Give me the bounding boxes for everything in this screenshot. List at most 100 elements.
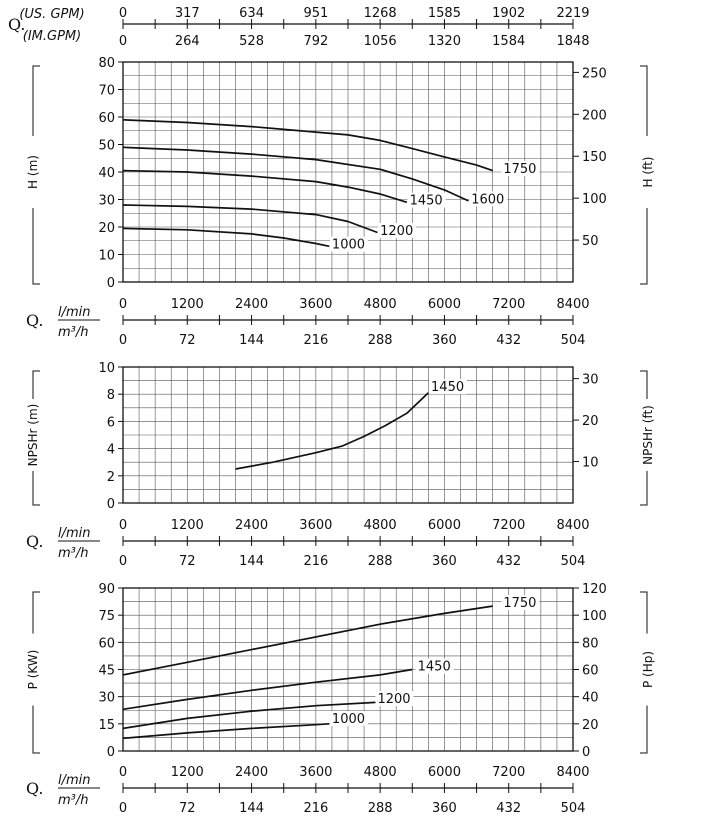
m3h-tick: 432 (496, 554, 521, 569)
y-tick-label: 60 (98, 111, 115, 126)
m3h-unit: m³/h (58, 546, 89, 561)
right-label-bg (640, 399, 654, 471)
curve-label-1000: 1000 (332, 712, 365, 727)
m3h-tick: 504 (561, 333, 586, 348)
lmin-tick: 0 (119, 765, 127, 780)
m3h-tick: 432 (496, 801, 521, 816)
curve-label-bg (469, 191, 508, 207)
curve-label-1750: 1750 (503, 162, 536, 177)
lmin-tick: 8400 (556, 518, 589, 533)
curve-1450 (235, 392, 429, 470)
lmin-unit: l/min (58, 305, 91, 320)
plot-frame (122, 366, 574, 504)
right-y-tick-label: 0 (582, 745, 590, 760)
y-tick-label: 75 (98, 609, 115, 624)
top-q-axis: Q. (US. GPM) (IM.GPM) 0 317 634 951 1268 1585… (8, 6, 590, 49)
m3h-tick: 216 (303, 801, 328, 816)
curve-label-bg (415, 658, 454, 674)
y-tick-label: 2 (107, 470, 115, 485)
right-y-axis-label: NPSHr (ft) (641, 405, 655, 465)
lmin-tick: 2400 (235, 765, 268, 780)
m3h-tick: 144 (239, 801, 264, 816)
curve-label-bg (329, 711, 368, 727)
lmin-tick: 6000 (428, 297, 461, 312)
y-tick-label: 70 (98, 84, 115, 99)
us-gpm-tick: 1585 (428, 6, 461, 21)
left-label-bg (26, 136, 40, 208)
lmin-tick: 7200 (492, 518, 525, 533)
right-y-tick-label: 100 (582, 609, 607, 624)
y-tick-label: 20 (98, 221, 115, 236)
y-axis-label: P (KW) (26, 650, 40, 690)
curve-label-bg (329, 236, 368, 252)
right-y-tick-label: 60 (582, 664, 599, 679)
right-y-tick-label: 20 (582, 718, 599, 733)
curve-1450 (122, 169, 408, 204)
m3h-tick: 72 (179, 801, 196, 816)
m3h-tick: 504 (561, 801, 586, 816)
right-y-tick-label: 200 (582, 108, 607, 123)
lmin-tick: 0 (119, 518, 127, 533)
us-gpm-tick: 317 (175, 6, 200, 21)
top-q-label: Q. (8, 15, 25, 34)
y-axis-label: H (m) (26, 155, 40, 189)
us-gpm-tick: 2219 (556, 6, 589, 21)
y-tick-label: 50 (98, 139, 115, 154)
im-gpm-tick: 528 (239, 34, 264, 49)
lmin-tick: 2400 (235, 518, 268, 533)
lmin-tick: 1200 (171, 765, 204, 780)
m3h-tick: 360 (432, 333, 457, 348)
y-tick-label: 4 (107, 443, 115, 458)
flow-q-label: Q. (26, 311, 43, 330)
lmin-tick: 2400 (235, 297, 268, 312)
right-y-tick-label: 30 (582, 373, 599, 388)
y-tick-label: 80 (98, 56, 115, 71)
im-gpm-tick: 1584 (492, 34, 525, 49)
flow-q-label: Q. (26, 779, 43, 798)
right-label-bg (640, 136, 654, 208)
curve-label-bg (375, 691, 414, 707)
right-y-tick-label: 20 (582, 414, 599, 429)
m3h-tick: 216 (303, 554, 328, 569)
y-tick-label: 8 (107, 388, 115, 403)
lmin-tick: 7200 (492, 297, 525, 312)
curve-1200 (122, 701, 381, 730)
m3h-tick: 0 (119, 333, 127, 348)
m3h-tick: 432 (496, 333, 521, 348)
m3h-tick: 72 (179, 554, 196, 569)
m3h-unit: m³/h (58, 325, 89, 340)
im-gpm-tick: 1056 (364, 34, 397, 49)
curve-label-1450: 1450 (410, 194, 443, 209)
curve-1000 (122, 722, 330, 740)
curve-1450 (122, 668, 413, 711)
y-axis-label: NPSHr (m) (26, 404, 40, 467)
right-y-tick-label: 120 (582, 582, 607, 597)
us-gpm-unit: (US. GPM) (19, 7, 84, 22)
right-y-axis-label: P (Hp) (641, 651, 655, 688)
m3h-tick: 288 (368, 333, 393, 348)
right-y-tick-label: 150 (582, 150, 607, 165)
m3h-tick: 72 (179, 333, 196, 348)
y-tick-label: 6 (107, 415, 115, 430)
flow-q-label: Q. (26, 532, 43, 551)
m3h-tick: 216 (303, 333, 328, 348)
m3h-tick: 144 (239, 554, 264, 569)
y-tick-label: 40 (98, 166, 115, 181)
us-gpm-tick: 0 (119, 6, 127, 21)
curve-label-1600: 1600 (471, 192, 504, 207)
curve-1750 (122, 118, 493, 172)
curve-1600 (122, 146, 469, 202)
m3h-tick: 288 (368, 554, 393, 569)
m3h-unit: m³/h (58, 793, 89, 808)
left-label-bg (26, 399, 40, 471)
y-tick-label: 45 (98, 664, 115, 679)
lmin-unit: l/min (58, 526, 91, 541)
curve-label-bg (429, 379, 468, 395)
y-tick-label: 30 (98, 691, 115, 706)
y-tick-label: 0 (107, 276, 115, 291)
im-gpm-tick: 264 (175, 34, 200, 49)
us-gpm-tick: 951 (303, 6, 328, 21)
m3h-tick: 360 (432, 801, 457, 816)
